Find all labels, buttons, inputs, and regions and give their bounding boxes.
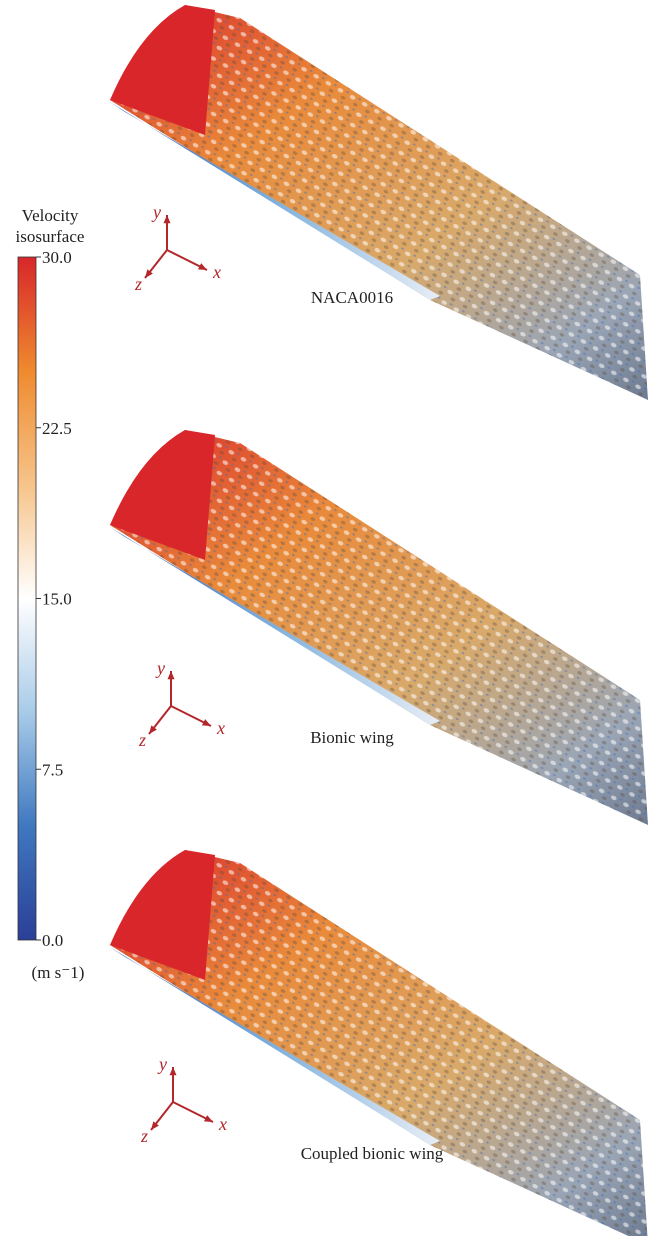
colorbar-tick-label: 15.0	[42, 590, 72, 609]
axis-triad: y x z	[134, 202, 221, 294]
panel-label: Bionic wing	[310, 728, 394, 747]
colorbar: Velocity isosurface (m s⁻1) 30.0 22.5 15.0…	[16, 206, 85, 982]
colorbar-title: isosurface	[16, 227, 85, 246]
figure: Velocity isosurface (m s⁻1) 30.0 22.5 15.0…	[0, 0, 663, 1236]
panel-label: Coupled bionic wing	[301, 1144, 444, 1163]
axis-label: y	[155, 658, 165, 678]
wing-panel-3	[110, 850, 648, 1236]
colorbar-scale	[18, 257, 36, 940]
colorbar-tick-label: 30.0	[42, 248, 72, 267]
axis-label: z	[138, 730, 146, 750]
axis-label: x	[218, 1114, 227, 1134]
colorbar-unit: (m s⁻1)	[32, 963, 85, 982]
arrow-head	[169, 1067, 176, 1075]
axis-label: z	[140, 1126, 148, 1146]
panel-label: NACA0016	[311, 288, 393, 307]
axis-label: x	[216, 718, 225, 738]
axis-label: x	[212, 262, 221, 282]
colorbar-tick-label: 22.5	[42, 419, 72, 438]
arrow-head	[167, 671, 174, 679]
colorbar-tick-label: 0.0	[42, 931, 63, 950]
colorbar-tick-label: 7.5	[42, 760, 63, 779]
colorbar-title: Velocity	[22, 206, 79, 225]
wing-panel-2	[110, 430, 648, 825]
axis-label: z	[134, 274, 142, 294]
axis-triad: y x z	[140, 1054, 227, 1146]
axis-label: y	[157, 1054, 167, 1074]
axis-triad: y x z	[138, 658, 225, 750]
wing-panel-1	[110, 5, 648, 400]
arrow-head	[163, 215, 170, 223]
axis-label: y	[151, 202, 161, 222]
